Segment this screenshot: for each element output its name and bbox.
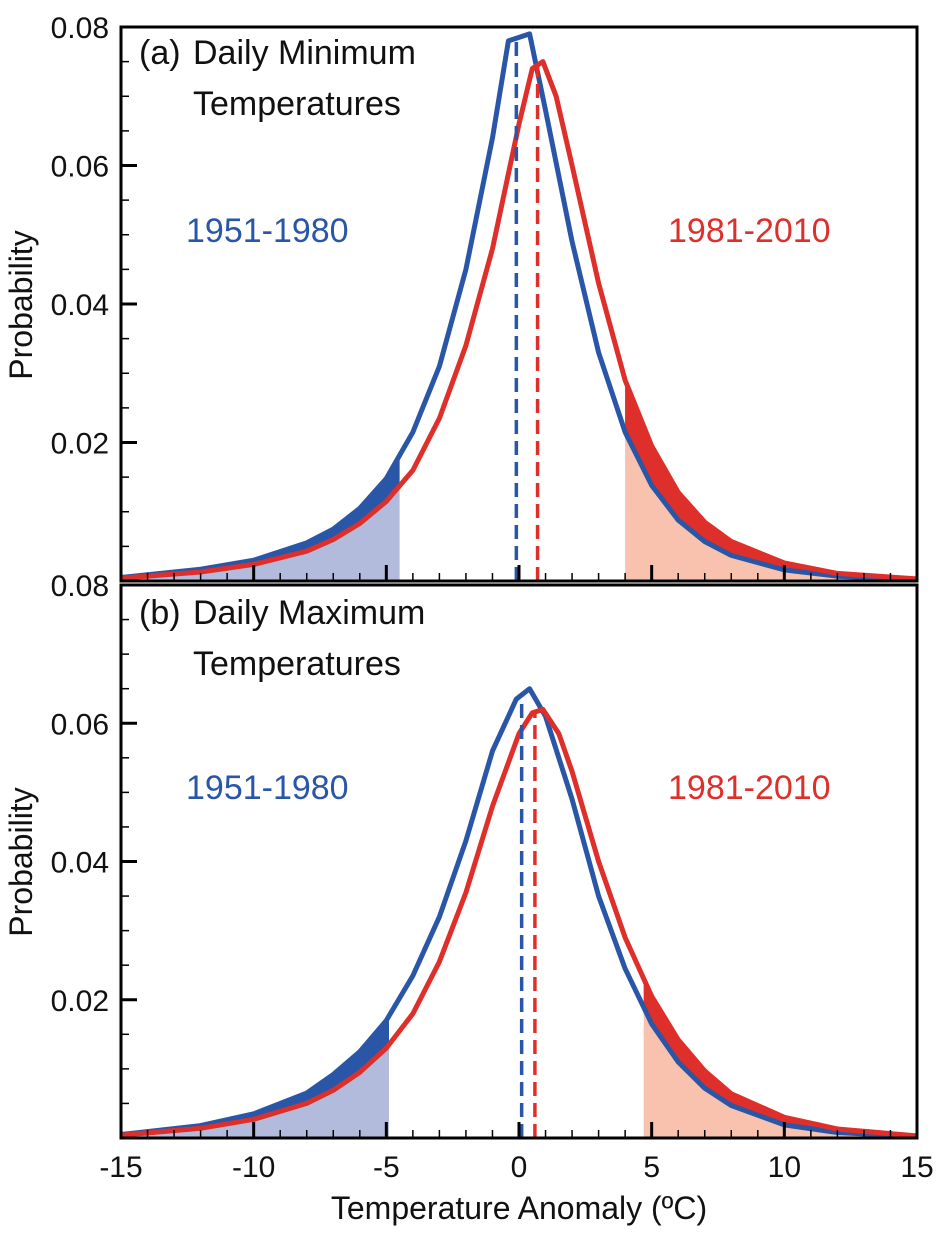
panel-a-title-line2: Temperatures xyxy=(193,85,401,123)
panel-a-title-line1: Daily Minimum xyxy=(193,34,416,72)
x-tick-label: -10 xyxy=(232,1151,275,1184)
panel-b-y-ticks: 0.08 0.06 0.04 0.02 xyxy=(51,570,137,1105)
panel-a-frame xyxy=(119,25,919,583)
panel-a-legend-1951-1980: 1951-1980 xyxy=(186,212,349,250)
panel-b-title-line2: Temperatures xyxy=(193,645,401,683)
x-tick-label: 0 xyxy=(511,1151,528,1184)
panel-b-label: (b) xyxy=(139,594,181,632)
panel-b-y-tick-label: 0.02 xyxy=(51,985,109,1018)
panel-a-y-tick-label: 0.04 xyxy=(51,289,109,322)
x-axis-tick-labels: -15 -10 -5 0 5 10 15 xyxy=(99,1151,933,1184)
x-tick-label: 10 xyxy=(768,1151,801,1184)
panel-a-warm-tail-difference xyxy=(625,380,917,580)
panel-b-y-tick-label: 0.06 xyxy=(51,708,109,741)
x-tick-label: 5 xyxy=(643,1151,660,1184)
x-tick-label: -15 xyxy=(99,1151,142,1184)
panel-a-curve-1981-2010 xyxy=(120,59,918,582)
panel-a-label: (a) xyxy=(139,34,181,72)
panel-a-tail-fills xyxy=(121,380,917,581)
x-tick-label: -5 xyxy=(373,1151,400,1184)
panel-b-frame xyxy=(119,583,919,1140)
panel-b-curves xyxy=(120,686,918,1140)
panel-b-legend-1981-2010: 1981-2010 xyxy=(668,769,831,807)
panel-b-mean-lines xyxy=(519,694,537,1138)
panel-a-y-tick-label: 0.02 xyxy=(51,428,109,461)
x-axis-label: Temperature Anomaly (ºC) xyxy=(331,1190,707,1226)
panel-a-legend-1981-2010: 1981-2010 xyxy=(668,212,831,250)
panel-a-y-tick-label: 0.08 xyxy=(51,12,109,45)
panel-a-cold-tail-fill xyxy=(121,455,400,581)
panel-a-y-axis-label: Probability xyxy=(3,230,39,379)
x-tick-label: 15 xyxy=(900,1151,933,1184)
panel-b-y-tick-label: 0.04 xyxy=(51,847,109,880)
panel-b-title-line1: Daily Maximum xyxy=(193,594,425,632)
panel-b-curve-1981-2010 xyxy=(120,706,918,1139)
panel-a-y-ticks: 0.08 0.06 0.04 0.02 xyxy=(51,12,137,548)
panel-b-legend-1951-1980: 1951-1980 xyxy=(186,769,349,807)
panel-b-curve-1951-1980 xyxy=(120,686,918,1140)
panel-b-y-tick-label: 0.08 xyxy=(51,570,109,603)
panel-a-curves xyxy=(120,31,918,583)
panel-b-tail-fills xyxy=(121,978,917,1138)
panel-a-curve-1951-1980 xyxy=(120,31,918,583)
panel-a-y-tick-label: 0.06 xyxy=(51,151,109,184)
panel-b-y-axis-label: Probability xyxy=(3,787,39,936)
panel-b-cold-tail-fill xyxy=(121,1016,389,1138)
panel-b-daily-maximum: 0.08 0.06 0.04 0.02 (b) Daily Maximum Tempe… xyxy=(3,570,919,1140)
panel-a-mean-lines xyxy=(514,38,540,581)
panel-a-daily-minimum: 0.08 0.06 0.04 0.02 (a) Daily Minimum Tempe… xyxy=(3,12,919,583)
panel-b-warm-tail-fill xyxy=(643,978,917,1138)
